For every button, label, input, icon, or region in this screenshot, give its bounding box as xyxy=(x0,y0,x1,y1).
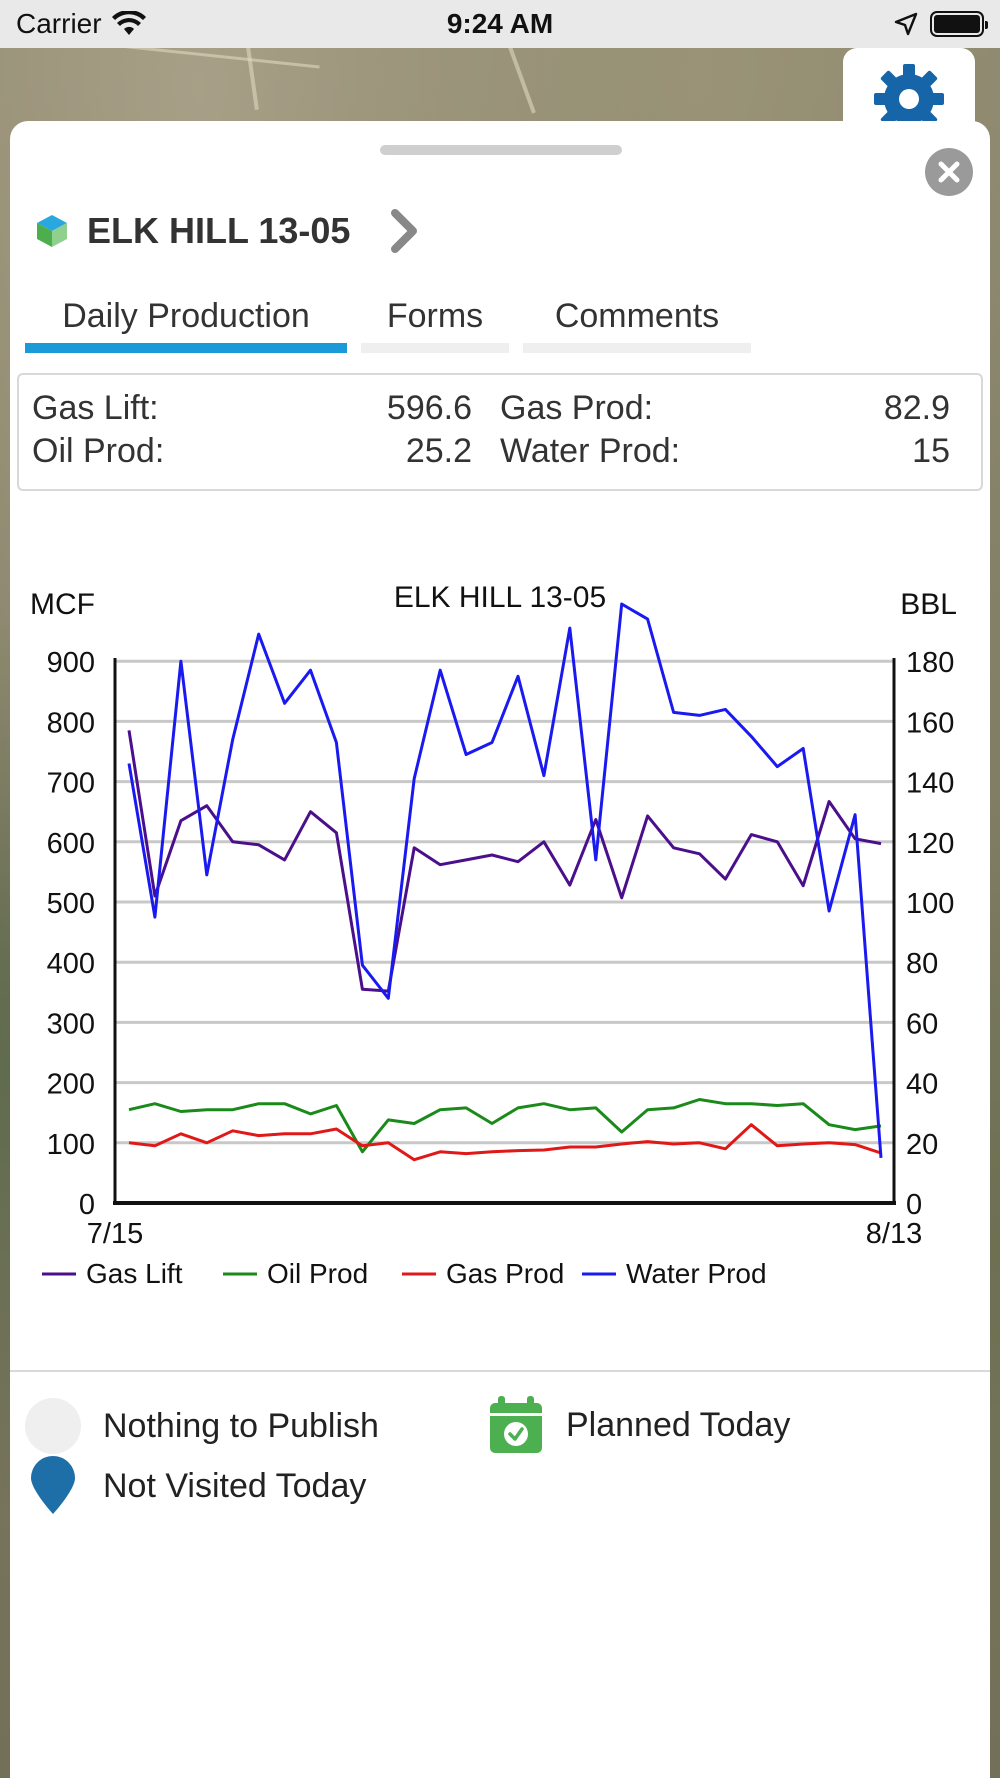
legend-entry: Gas Lift xyxy=(86,1258,183,1289)
y-tick-right: 60 xyxy=(906,1008,938,1040)
legend-planned-today: Planned Today xyxy=(488,1395,790,1455)
y-tick-right: 0 xyxy=(906,1189,922,1221)
map-road xyxy=(508,46,536,114)
chart-left-axis-label: MCF xyxy=(30,588,95,621)
y-tick-left: 100 xyxy=(47,1129,95,1161)
stat-gas-prod: Gas Prod: 82.9 xyxy=(500,389,950,428)
chart-right-axis-label: BBL xyxy=(900,588,957,621)
close-button[interactable] xyxy=(925,148,973,196)
stat-value: 596.6 xyxy=(386,389,472,427)
close-icon xyxy=(938,161,960,183)
series-line-gas-prod xyxy=(128,1123,882,1162)
stat-value: 25.2 xyxy=(405,432,472,470)
sheet-grabber[interactable] xyxy=(380,145,622,155)
nothing-to-publish-icon xyxy=(25,1398,81,1454)
y-tick-right: 120 xyxy=(906,828,954,860)
stat-oil-prod: Oil Prod: 25.2 xyxy=(32,432,472,471)
chart-title: ELK HILL 13-05 xyxy=(394,581,606,614)
stat-gas-lift: Gas Lift: 596.6 xyxy=(32,389,472,428)
legend-not-visited-today: Not Visited Today xyxy=(25,1456,366,1516)
well-detail-sheet: ELK HILL 13-05 Daily Production Forms Co… xyxy=(10,121,990,1778)
map-road xyxy=(120,44,320,69)
y-tick-left: 200 xyxy=(47,1069,95,1101)
y-tick-right: 20 xyxy=(906,1129,938,1161)
y-tick-right: 40 xyxy=(906,1069,938,1101)
map-pin-icon xyxy=(31,1456,75,1514)
series-line-water-prod xyxy=(127,602,883,1159)
legend-entry: Water Prod xyxy=(626,1258,767,1289)
settings-button[interactable] xyxy=(843,48,975,134)
location-arrow-icon xyxy=(894,12,918,36)
y-tick-left: 800 xyxy=(47,707,95,739)
well-title: ELK HILL 13-05 xyxy=(87,210,351,251)
stat-label: Gas Prod: xyxy=(500,389,654,427)
tab-daily-production[interactable]: Daily Production xyxy=(25,291,347,353)
y-tick-left: 0 xyxy=(79,1189,95,1221)
y-tick-left: 300 xyxy=(47,1008,95,1040)
stat-value: 82.9 xyxy=(883,389,950,427)
production-chart: MCF ELK HILL 13-05 BBL01002003004005006007… xyxy=(30,581,957,1289)
legend-label: Not Visited Today xyxy=(103,1466,367,1505)
tab-bar: Daily Production Forms Comments xyxy=(25,291,751,353)
tab-forms[interactable]: Forms xyxy=(361,291,509,353)
map-road xyxy=(245,40,259,110)
legend-entry: Gas Prod xyxy=(446,1258,564,1289)
stat-label: Oil Prod: xyxy=(32,432,165,470)
x-tick-start: 7/15 xyxy=(87,1218,143,1250)
stat-label: Gas Lift: xyxy=(32,389,159,427)
legend-nothing-to-publish: Nothing to Publish xyxy=(25,1398,379,1454)
stat-value: 15 xyxy=(912,432,950,470)
tab-comments[interactable]: Comments xyxy=(523,291,751,353)
y-tick-right: 140 xyxy=(906,768,954,800)
y-tick-right: 160 xyxy=(906,707,954,739)
legend-entry: Oil Prod xyxy=(267,1258,368,1289)
y-tick-right: 80 xyxy=(906,948,938,980)
well-cube-icon xyxy=(37,215,67,247)
x-tick-end: 8/13 xyxy=(866,1218,922,1250)
y-tick-left: 700 xyxy=(47,768,95,800)
stat-water-prod: Water Prod: 15 xyxy=(500,432,950,471)
y-tick-left: 500 xyxy=(47,888,95,920)
calendar-check-icon xyxy=(490,1396,542,1453)
y-tick-right: 180 xyxy=(906,647,954,679)
y-tick-right: 100 xyxy=(906,888,954,920)
battery-icon xyxy=(930,11,988,37)
legend-label: Planned Today xyxy=(566,1405,791,1444)
wifi-icon xyxy=(111,11,146,35)
y-tick-left: 900 xyxy=(47,647,95,679)
y-tick-left: 600 xyxy=(47,828,95,860)
carrier-label: Carrier xyxy=(16,8,102,39)
legend-label: Nothing to Publish xyxy=(103,1406,379,1445)
y-tick-left: 400 xyxy=(47,948,95,980)
production-summary: Gas Lift: 596.6 Gas Prod: 82.9 Oil Prod:… xyxy=(17,373,983,491)
status-time: 9:24 AM xyxy=(446,8,554,39)
series-line-gas-lift xyxy=(127,730,882,993)
stat-label: Water Prod: xyxy=(500,432,681,470)
status-bar: Carrier 9:24 AM xyxy=(0,0,1000,48)
series-line-oil-prod xyxy=(128,1098,882,1154)
divider xyxy=(10,1370,990,1372)
chevron-right-icon[interactable] xyxy=(390,208,420,254)
well-header[interactable]: ELK HILL 13-05 xyxy=(35,191,420,271)
